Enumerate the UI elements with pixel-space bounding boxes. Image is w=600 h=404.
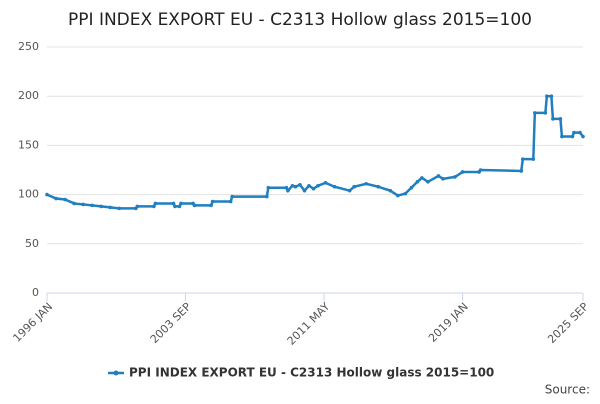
- point: [192, 203, 197, 208]
- point: [436, 174, 441, 178]
- point: [209, 203, 213, 208]
- x-tick-label: 2003 SEP: [148, 300, 194, 346]
- point: [572, 130, 576, 135]
- point: [265, 194, 269, 199]
- point: [284, 185, 289, 190]
- point: [460, 170, 465, 174]
- x-tick-label: 2011 MAY: [285, 300, 333, 348]
- y-tick-label: 150: [18, 138, 39, 151]
- point: [520, 157, 525, 161]
- point: [570, 134, 575, 139]
- point: [298, 182, 302, 187]
- point: [420, 176, 424, 180]
- point: [519, 169, 524, 173]
- point: [426, 180, 430, 184]
- legend-label: PPI INDEX EXPORT EU - C2313 Hollow glass…: [129, 366, 494, 380]
- point: [558, 117, 563, 121]
- point: [210, 199, 215, 204]
- x-tick-label: 1996 JAN: [10, 300, 55, 345]
- point: [347, 188, 352, 193]
- point: [545, 94, 549, 98]
- y-tick-label: 50: [25, 237, 39, 250]
- point: [531, 157, 536, 161]
- point: [286, 188, 290, 193]
- source: Source:: [545, 383, 590, 397]
- point: [63, 197, 67, 202]
- point: [45, 192, 49, 197]
- point: [81, 202, 85, 207]
- point: [177, 204, 182, 209]
- point: [376, 184, 381, 189]
- point: [99, 204, 104, 209]
- point: [549, 94, 554, 98]
- point: [581, 134, 585, 139]
- point: [311, 186, 316, 191]
- point: [388, 188, 393, 193]
- y-tick-label: 200: [18, 89, 39, 102]
- point: [441, 177, 445, 181]
- point: [578, 130, 582, 135]
- point: [230, 194, 234, 199]
- y-tick-label: 100: [18, 188, 39, 201]
- point: [415, 180, 420, 184]
- point: [409, 185, 414, 190]
- point: [117, 206, 122, 211]
- point: [323, 180, 328, 185]
- y-tick-label: 0: [32, 286, 39, 299]
- point: [307, 183, 311, 188]
- y-tick-label: 250: [18, 40, 39, 53]
- point: [135, 204, 140, 209]
- x-tick-label: 2025 SEP: [545, 300, 591, 346]
- point: [364, 181, 368, 186]
- point: [403, 191, 408, 196]
- point: [171, 201, 176, 206]
- point: [90, 203, 94, 208]
- legend-marker: [113, 370, 119, 376]
- point: [396, 193, 400, 198]
- line: [46, 94, 584, 210]
- point: [551, 117, 555, 121]
- point: [54, 196, 58, 201]
- point: [543, 111, 548, 115]
- point: [453, 175, 457, 179]
- point: [302, 188, 307, 193]
- point: [478, 168, 483, 172]
- point: [533, 111, 537, 115]
- point: [152, 204, 156, 209]
- point: [290, 183, 295, 188]
- point: [173, 204, 177, 209]
- point: [352, 184, 356, 189]
- point: [228, 199, 233, 204]
- point: [266, 185, 271, 190]
- point: [293, 184, 298, 189]
- point: [179, 201, 183, 206]
- point: [316, 183, 320, 188]
- x-tick-label: 2019 JAN: [426, 300, 471, 345]
- chart-title: PPI INDEX EXPORT EU - C2313 Hollow glass…: [68, 10, 532, 30]
- point: [332, 184, 337, 189]
- point: [72, 201, 76, 206]
- point: [560, 134, 564, 139]
- point: [108, 205, 113, 210]
- point: [153, 201, 158, 206]
